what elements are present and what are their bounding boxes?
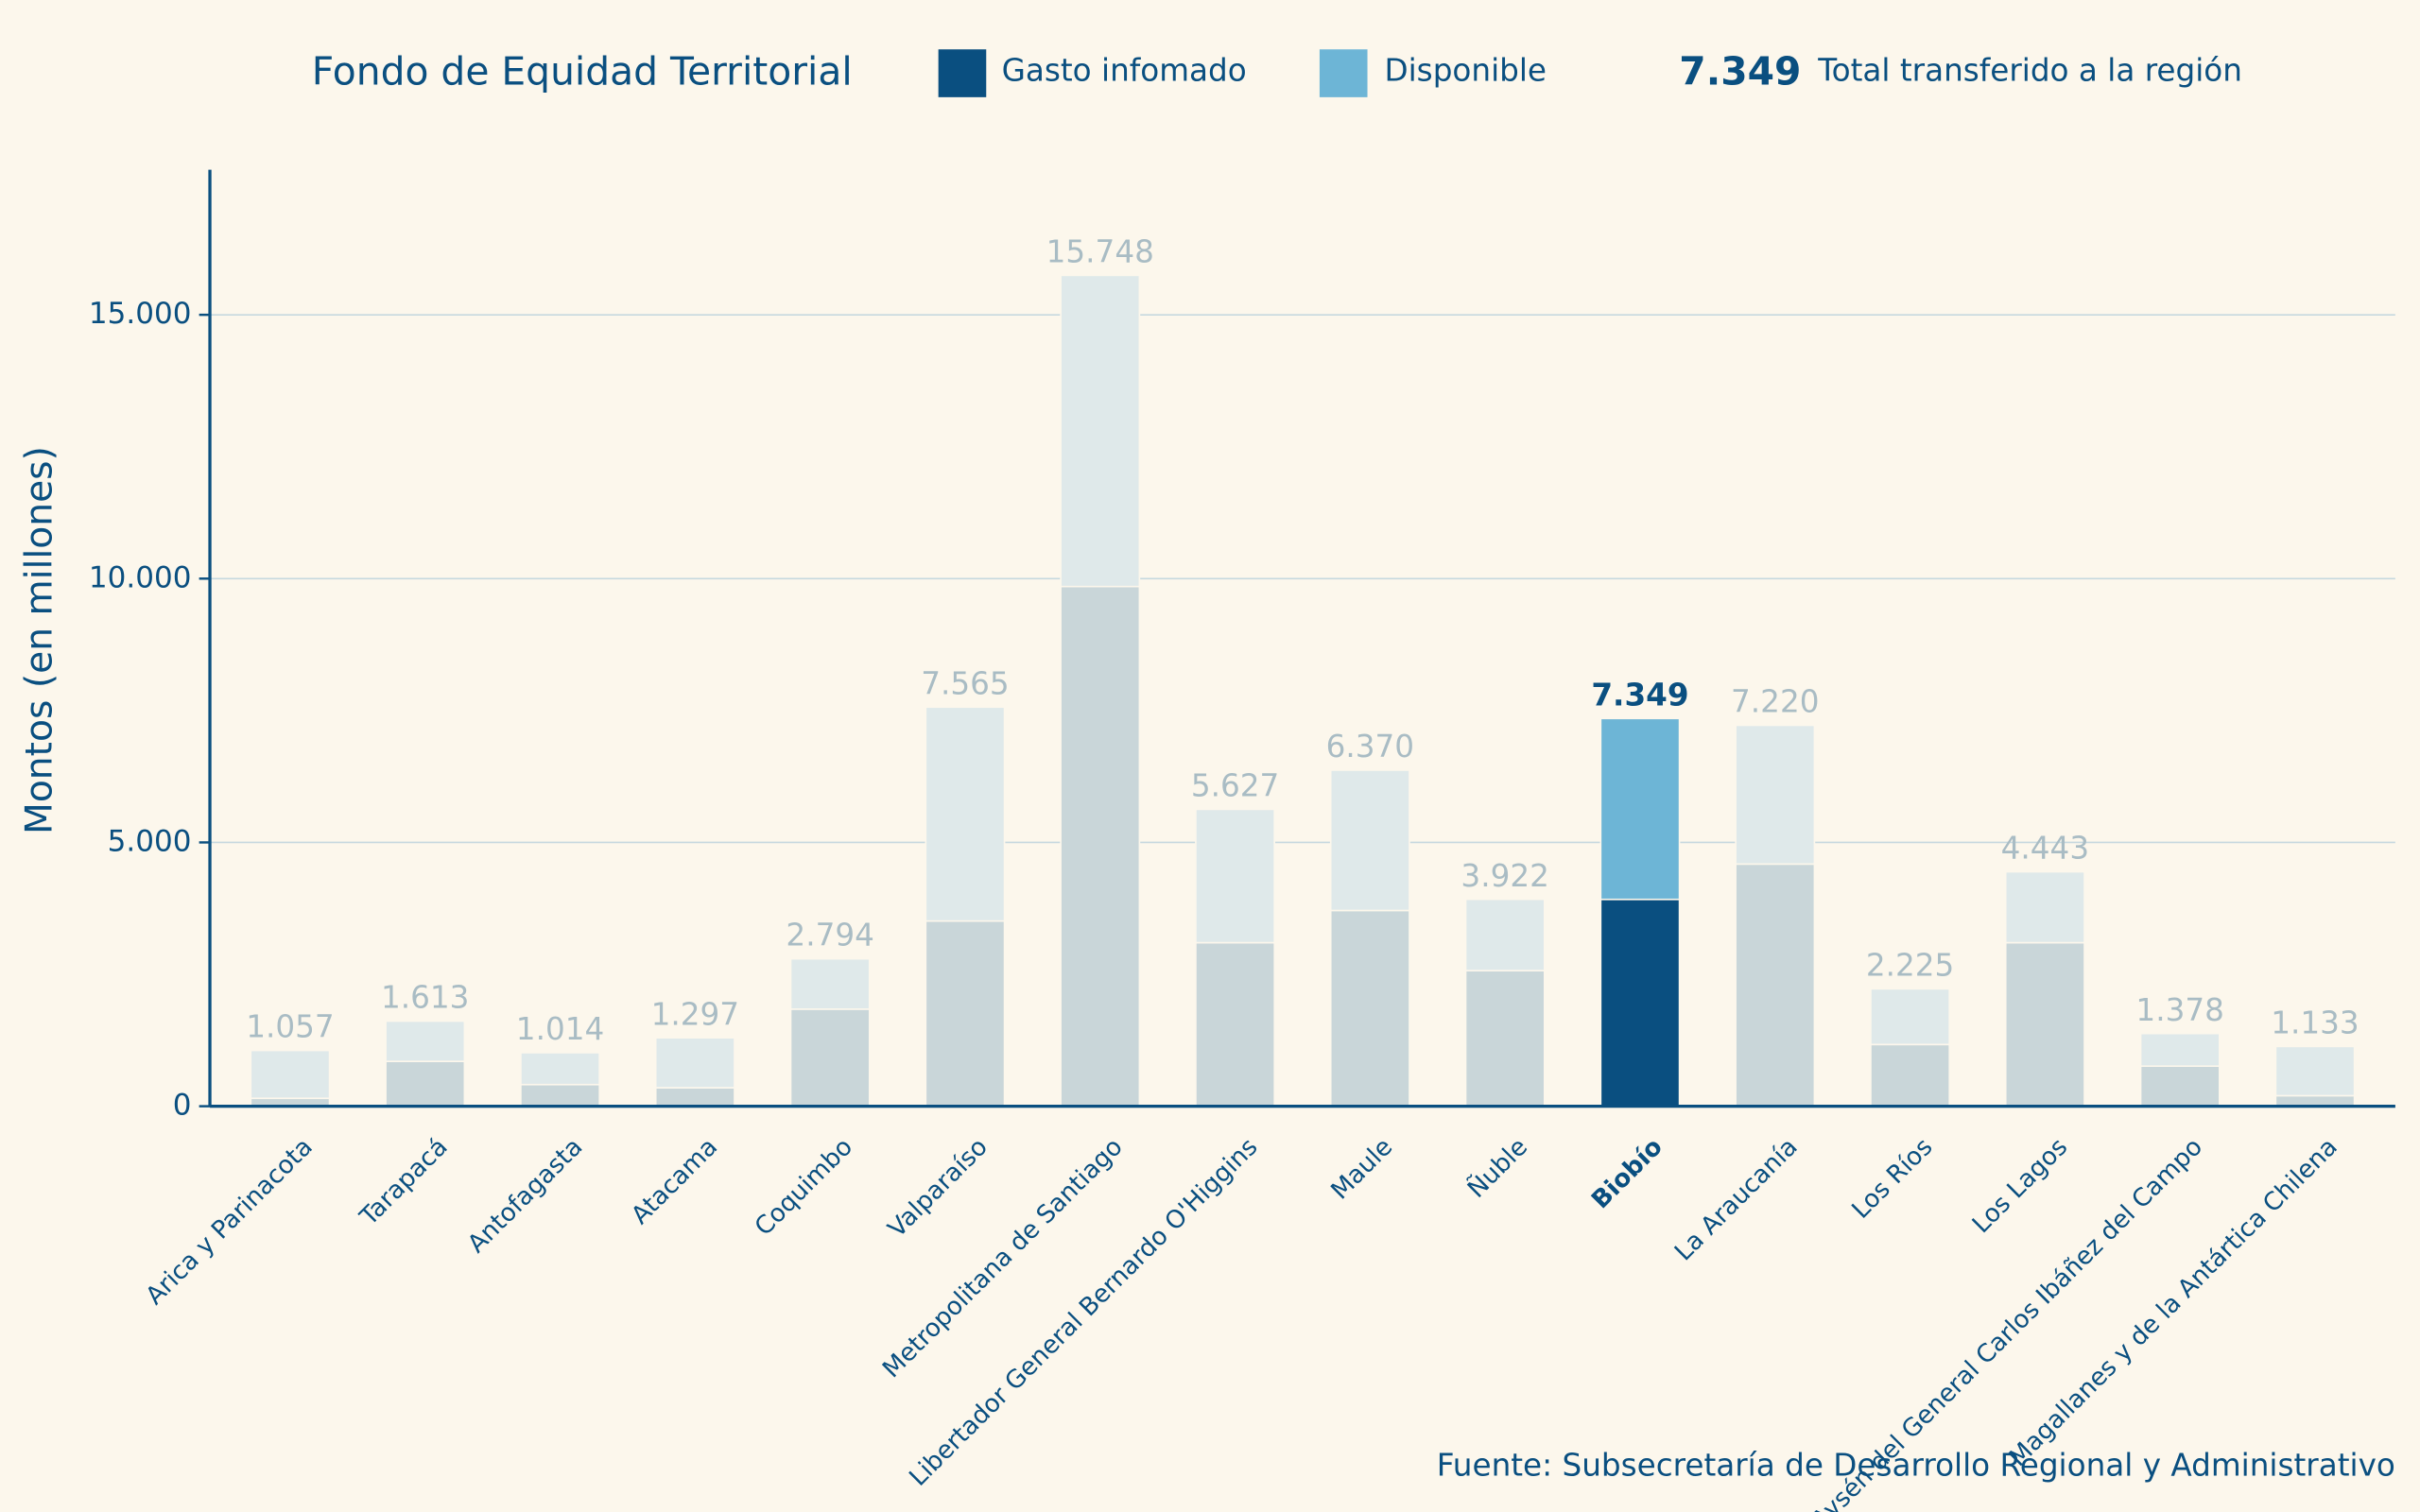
bar-segment bbox=[2004, 941, 2085, 1108]
total-label: 1.297 bbox=[651, 996, 739, 1032]
bar-segment bbox=[2004, 870, 2085, 944]
bar-segment bbox=[654, 1087, 735, 1108]
total-label: 2.225 bbox=[1866, 948, 1954, 984]
bar-segment bbox=[1060, 274, 1141, 588]
bar-segment bbox=[1464, 970, 1546, 1108]
total-label: 1.378 bbox=[2135, 992, 2223, 1028]
y-tick-label: 10.000 bbox=[89, 560, 192, 594]
bar-segment bbox=[520, 1052, 600, 1086]
bar-segment bbox=[925, 919, 1006, 1108]
legend-label: Gasto infomado bbox=[1002, 53, 1247, 89]
y-tick-label: 5.000 bbox=[108, 824, 192, 858]
y-tick-label: 0 bbox=[173, 1089, 192, 1123]
bar-segment bbox=[1870, 988, 1951, 1046]
total-label: 6.370 bbox=[1326, 729, 1414, 765]
total-label: 5.627 bbox=[1191, 768, 1279, 804]
bar-segment bbox=[1464, 898, 1546, 971]
bar-segment bbox=[2139, 1065, 2221, 1108]
bar-segment bbox=[925, 706, 1006, 922]
bar-segment bbox=[250, 1049, 331, 1100]
legend-total: 7.349 bbox=[1679, 48, 1801, 94]
total-label: 7.349 bbox=[1591, 677, 1688, 713]
total-label: 15.748 bbox=[1046, 234, 1154, 270]
bar-segment bbox=[1735, 863, 1816, 1108]
bar-segment bbox=[654, 1037, 735, 1089]
y-axis-title: Montos (en millones) bbox=[19, 446, 61, 834]
bar-segment bbox=[1599, 717, 1681, 901]
total-label: 2.794 bbox=[786, 918, 873, 954]
bar-segment bbox=[2274, 1094, 2356, 1108]
legend-label: Total transferido a la región bbox=[1817, 53, 2242, 89]
bar-segment bbox=[1329, 909, 1410, 1108]
bar-segment bbox=[1060, 585, 1141, 1108]
total-label: 1.613 bbox=[381, 980, 469, 1016]
bar-segment bbox=[1870, 1043, 1951, 1108]
bar-segment bbox=[1599, 898, 1681, 1108]
bar-segment bbox=[1195, 808, 1276, 944]
bar-segment bbox=[789, 1008, 871, 1108]
total-label: 7.565 bbox=[921, 665, 1009, 701]
total-label: 1.133 bbox=[2271, 1005, 2359, 1040]
bar-segment bbox=[520, 1083, 600, 1108]
bar-segment bbox=[789, 957, 871, 1010]
total-label: 1.014 bbox=[516, 1011, 604, 1047]
total-label: 1.057 bbox=[246, 1009, 334, 1045]
y-tick-label: 15.000 bbox=[89, 297, 192, 331]
total-label: 3.922 bbox=[1461, 858, 1548, 894]
legend-label: Disponible bbox=[1384, 53, 1547, 89]
bar-segment bbox=[385, 1060, 466, 1108]
total-label: 4.443 bbox=[2001, 831, 2089, 867]
bar-segment bbox=[2274, 1045, 2356, 1097]
total-label: 7.220 bbox=[1731, 684, 1819, 720]
bar-segment bbox=[1735, 724, 1816, 866]
legend-swatch bbox=[938, 49, 987, 97]
legend-swatch bbox=[1319, 49, 1368, 97]
bar-segment bbox=[2139, 1032, 2221, 1067]
bar-segment bbox=[385, 1020, 466, 1062]
bar-segment bbox=[1195, 941, 1276, 1108]
bar-segment bbox=[1329, 769, 1410, 912]
source: Fuente: Subsecretaría de Desarrollo Regi… bbox=[1437, 1448, 2395, 1484]
chart-title: Fondo de Equidad Territorial bbox=[312, 48, 853, 94]
